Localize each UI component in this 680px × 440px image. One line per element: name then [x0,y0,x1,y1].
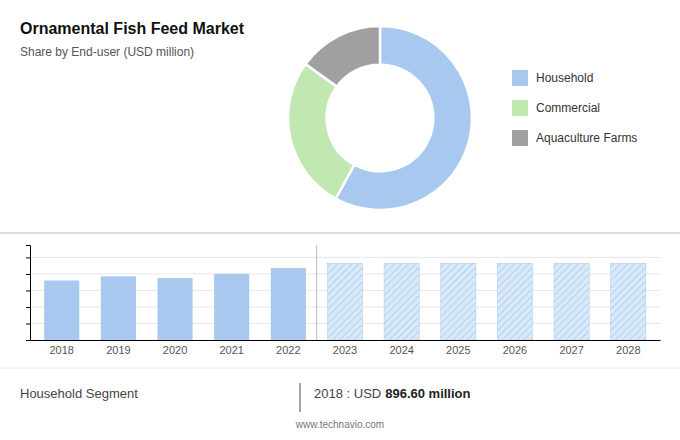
x-tick: 2026 [503,340,527,356]
grid-line [30,257,660,258]
x-tick: 2024 [389,340,413,356]
legend-item: Aquaculture Farms [512,130,637,146]
bars [44,263,646,340]
x-tick-label: 2020 [163,344,187,356]
slice [288,64,354,199]
y-tick-mark [26,257,30,258]
panel-divider [0,232,680,233]
y-tick [26,257,30,258]
x-tick-label: 2022 [276,344,300,356]
x-tick: 2027 [559,340,583,356]
annotation: Household Segment [20,386,138,401]
x-axis: 2018 2019 2020 2021 2022 2023 2024 2025 2026 2027… [31,340,661,356]
x-tick-label: 2018 [49,344,73,356]
y-axis [26,246,31,341]
x-tick: 2025 [446,340,470,356]
bar [214,274,249,340]
bar [157,278,192,340]
footer-line [0,368,680,369]
y-tick-mark [26,307,30,308]
bar [101,276,136,340]
x-tick-label: 2023 [333,344,357,356]
y-tick-mark [26,274,30,275]
annotation: www.technavio.com [295,419,384,430]
x-tick-label: 2027 [559,344,583,356]
bar [554,263,589,340]
x-tick-label: 2019 [106,344,130,356]
footer: Household Segment 2018 : USD 896.60 milli… [0,368,680,430]
x-tick: 2018 [49,340,73,356]
title: Ornamental Fish Feed Market [20,20,245,37]
bar [497,263,532,340]
annotation: 896.60 million [385,386,470,401]
legend-swatch [512,100,528,116]
x-tick: 2022 [276,340,300,356]
legend-label: Commercial [536,101,600,115]
segment-divider [316,245,317,340]
legend-label: Aquaculture Farms [536,131,637,145]
x-tick-label: 2024 [389,344,413,356]
annotation: 2018 : USD [314,386,381,401]
pie-panel: Ornamental Fish Feed Market Share by End-… [20,20,637,210]
footer-separator [299,383,301,412]
x-tick: 2020 [163,340,187,356]
x-axis-line [31,340,661,341]
bar [271,268,306,340]
y-tick [26,323,30,324]
y-tick [26,274,30,275]
bar [44,281,79,340]
x-tick-label: 2025 [446,344,470,356]
y-axis-line [26,246,31,341]
legend-swatch [512,130,528,146]
y-tick-mark [26,323,30,324]
x-tick-label: 2021 [219,344,243,356]
slice [306,26,380,87]
legend: Household Commercial Aquaculture Farms [512,70,637,146]
legend-label: Household [536,71,593,85]
legend-item: Commercial [512,100,600,116]
x-tick: 2019 [106,340,130,356]
bar [441,263,476,340]
x-tick: 2021 [219,340,243,356]
legend-swatch [512,70,528,86]
bar [327,263,362,340]
y-tick [26,290,30,291]
x-tick: 2028 [616,340,640,356]
donut [288,26,472,210]
x-tick: 2023 [333,340,357,356]
subtitle: Share by End-user (USD million) [20,45,194,59]
x-tick-label: 2026 [503,344,527,356]
bar [611,263,646,340]
figure: Ornamental Fish Feed Market Share by End-… [0,0,680,440]
y-tick-mark [26,290,30,291]
x-tick-label: 2028 [616,344,640,356]
y-tick [26,307,30,308]
bar-panel: 2018 2019 2020 2021 2022 2023 2024 2025 2026 2027… [26,245,661,356]
legend-item: Household [512,70,593,86]
bar [384,263,419,340]
